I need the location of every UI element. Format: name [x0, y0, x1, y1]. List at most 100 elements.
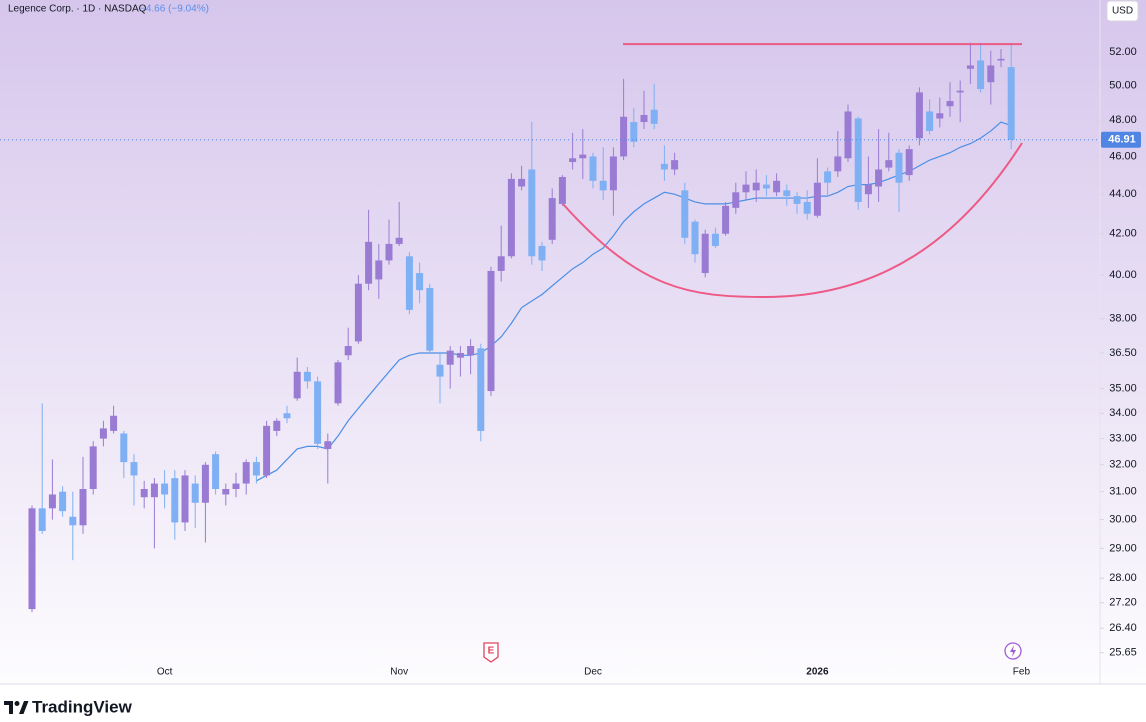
candle-body [864, 184, 872, 195]
candle-body [293, 371, 301, 399]
candle-body [232, 483, 240, 489]
candle-body [630, 122, 638, 142]
candle-body [650, 109, 658, 124]
candle-body [671, 160, 679, 170]
candle-body [375, 260, 383, 280]
candle-body [946, 101, 954, 107]
candle-body [966, 65, 974, 69]
candle-body [365, 241, 373, 284]
candle-body [150, 483, 158, 498]
x-tick-label: Nov [390, 667, 408, 678]
candle-body [416, 273, 424, 291]
price-change: −4.66 (−9.04%) [140, 4, 209, 15]
candle-body [742, 184, 750, 193]
candle-body [324, 441, 332, 449]
candle-body [59, 491, 67, 512]
chart-background [0, 0, 1146, 684]
candle-body [507, 178, 515, 257]
x-tick-label: Oct [157, 667, 173, 678]
candle-body [997, 58, 1005, 61]
candle-body [548, 198, 556, 240]
brand-logo [4, 701, 29, 714]
candle-body [722, 205, 730, 234]
candle-body [130, 462, 138, 476]
candle-body [773, 180, 781, 193]
y-tick-label: 48.00 [1109, 114, 1137, 126]
candle-body [487, 270, 495, 392]
candle-body [905, 149, 913, 176]
candle-body [936, 113, 944, 119]
last-price-label: 46.91 [1108, 134, 1136, 146]
earnings-marker[interactable] [483, 642, 499, 663]
candle-body [252, 462, 260, 476]
y-tick-label: 46.00 [1109, 150, 1137, 162]
candle-body [762, 184, 770, 189]
candle-body [497, 256, 505, 271]
candle-body [1007, 67, 1015, 140]
candle-body [599, 180, 607, 191]
candle-body [875, 169, 883, 187]
candle-body [681, 190, 689, 238]
candle-body [334, 362, 342, 404]
y-tick-label: 33.00 [1109, 433, 1137, 445]
candle-body [99, 428, 107, 439]
candle-body [701, 233, 709, 274]
candle-body [314, 381, 322, 444]
candle-body [854, 118, 862, 202]
candle-body [977, 60, 985, 90]
candle-body [181, 475, 189, 523]
candle-body [783, 190, 791, 197]
candle-body [436, 364, 444, 377]
candle-body [895, 152, 903, 183]
candle-body [395, 237, 403, 244]
candle-body [660, 163, 668, 170]
y-tick-label: 25.65 [1109, 647, 1137, 659]
y-tick-label: 27.20 [1109, 597, 1137, 609]
candle-body [79, 488, 87, 526]
candle-body [212, 454, 220, 489]
y-tick-label: 31.00 [1109, 486, 1137, 498]
candle-body [538, 245, 546, 261]
y-tick-label: 50.00 [1109, 80, 1137, 92]
last-price-badge [1101, 131, 1141, 148]
candle-body [987, 65, 995, 83]
moving-average-line [256, 121, 1012, 482]
candle-body [263, 425, 271, 476]
y-tick-label: 30.00 [1109, 513, 1137, 525]
x-tick-label: 2026 [806, 667, 829, 678]
candle-body [926, 111, 934, 131]
candle-body [589, 156, 597, 181]
brand-name: TradingView [32, 697, 133, 716]
candle-body [569, 158, 577, 162]
candle-body [242, 462, 250, 484]
candle-body [161, 483, 169, 495]
candle-body [28, 508, 36, 610]
candle-body [803, 201, 811, 214]
symbol-title: Legence Corp. · 1D · NASDAQ [8, 4, 147, 15]
candle-body [171, 478, 179, 523]
earnings-label[interactable]: E [488, 646, 495, 657]
y-tick-label: 34.00 [1109, 407, 1137, 419]
candle-body [752, 182, 760, 191]
candle-body [354, 283, 362, 342]
candle-body [191, 483, 199, 503]
y-tick-label: 52.00 [1109, 46, 1137, 58]
candle-body [110, 415, 118, 431]
candle-body [303, 371, 311, 382]
candle-body [579, 154, 587, 159]
candle-body [467, 346, 475, 356]
candle-body [385, 243, 393, 261]
candle-body [120, 433, 128, 463]
candle-body [89, 446, 97, 489]
candle-body [273, 420, 281, 431]
candle-body [405, 256, 413, 310]
y-tick-label: 40.00 [1109, 269, 1137, 281]
candle-body [844, 111, 852, 159]
currency-button[interactable] [1106, 0, 1139, 22]
candle-body [915, 92, 923, 139]
currency-label[interactable]: USD [1112, 6, 1133, 17]
candle-body [477, 348, 485, 431]
candle-body [140, 488, 148, 498]
